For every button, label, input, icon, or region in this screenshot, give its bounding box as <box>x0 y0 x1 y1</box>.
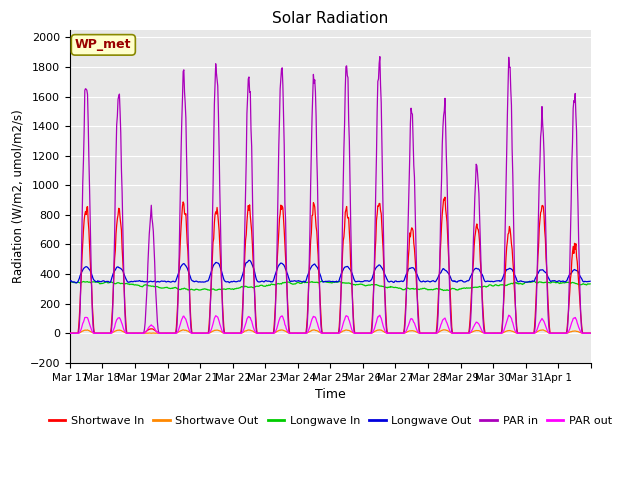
Text: WP_met: WP_met <box>75 38 132 51</box>
Y-axis label: Radiation (W/m2, umol/m2/s): Radiation (W/m2, umol/m2/s) <box>11 109 24 283</box>
Title: Solar Radiation: Solar Radiation <box>272 11 388 26</box>
X-axis label: Time: Time <box>315 388 346 401</box>
Legend: Shortwave In, Shortwave Out, Longwave In, Longwave Out, PAR in, PAR out: Shortwave In, Shortwave Out, Longwave In… <box>44 412 616 431</box>
